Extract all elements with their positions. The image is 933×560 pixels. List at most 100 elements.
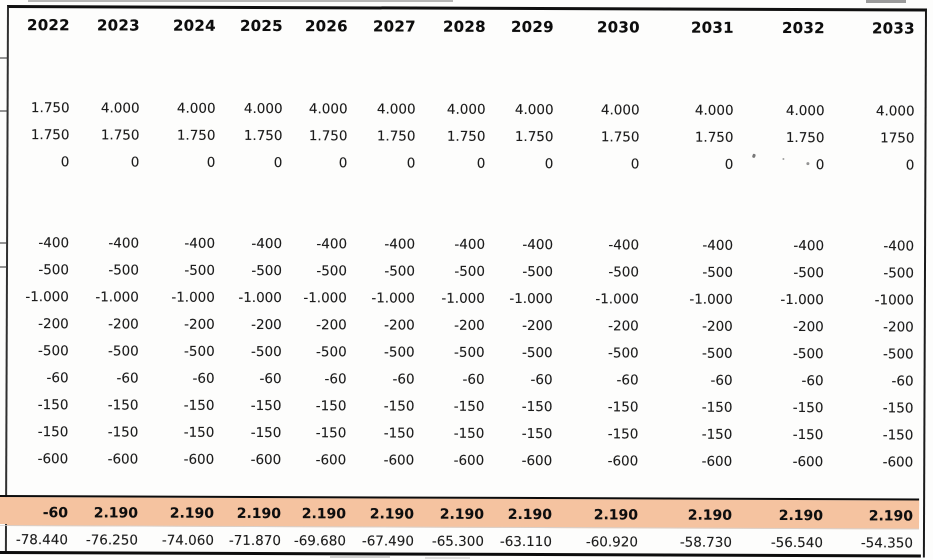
value-cell: -65.300 — [431, 533, 484, 550]
value-cell: -60 — [891, 372, 914, 389]
value-cell: 1.750 — [308, 127, 348, 144]
scan-artifact — [866, 0, 906, 3]
value-cell: -150 — [453, 398, 485, 415]
spacer-cell — [9, 67, 921, 98]
value-cell: -400 — [251, 235, 283, 252]
value-cell: -600 — [453, 452, 485, 469]
value-cell: 4.000 — [376, 100, 416, 118]
value-cell: -150 — [37, 423, 69, 440]
value-cell: -1.000 — [238, 289, 282, 306]
value-cell: -1.000 — [303, 289, 347, 306]
value-cell: -60 — [192, 370, 215, 387]
value-cell: -54.350 — [860, 534, 913, 551]
value-cell: -150 — [792, 426, 824, 443]
value-cell: -500 — [454, 263, 486, 280]
value-cell: -60 — [616, 371, 639, 388]
value-cell: -400 — [316, 235, 348, 252]
value-cell: 0 — [338, 154, 348, 171]
value-cell: -200 — [793, 318, 824, 335]
table-row: -150 -150 -150 -150 -150 -150 -150 -150 -150 -150… — [7, 391, 919, 422]
value-cell: -500 — [251, 262, 283, 279]
value-cell: -1.000 — [171, 289, 215, 306]
value-cell: -60 — [324, 370, 347, 387]
value-cell: -1000 — [874, 291, 914, 308]
value-cell: -500 — [108, 261, 140, 279]
value-cell: 1.750 — [100, 126, 140, 144]
value-cell: 1.750 — [514, 128, 554, 145]
value-cell: 1.750 — [176, 127, 216, 144]
spacer-cell — [8, 175, 920, 206]
value-cell: -71.870 — [228, 532, 281, 549]
value-cell: -500 — [383, 343, 415, 361]
value-cell: -200 — [454, 317, 485, 334]
value-cell: -67.490 — [361, 532, 414, 550]
value-cell: 2.190 — [219, 499, 288, 528]
value-cell: -60.920 — [585, 533, 638, 550]
value-cell: -600 — [521, 452, 553, 469]
table-row: -500 -500 -500 -500 -500 -500 -500 -500 -500 -500… — [8, 337, 920, 368]
value-cell: -60 — [462, 371, 485, 388]
value-cell: -400 — [522, 236, 554, 253]
value-cell: 0 — [905, 156, 915, 173]
table-row: -500 -500 -500 -500 -500 -500 -500 -500 -500 -500… — [8, 256, 920, 287]
value-cell: -600 — [701, 453, 733, 470]
value-cell: -1.000 — [509, 290, 553, 307]
value-cell: -150 — [107, 396, 139, 414]
value-cell: -500 — [251, 343, 282, 360]
value-cell: -400 — [608, 236, 640, 253]
value-cell: -400 — [184, 235, 216, 252]
row-tick — [0, 109, 8, 113]
value-cell: -200 — [883, 318, 914, 335]
value-cell: 2.190 — [351, 500, 421, 528]
value-cell: -74.060 — [161, 532, 214, 549]
financial-projection-table: 2022 2023 2024 2025 2026 2027 2028 2029 2030 2031… — [6, 8, 921, 556]
value-cell: -60 — [46, 369, 69, 386]
value-cell: 4.000 — [308, 100, 348, 117]
value-cell: 2.190 — [489, 500, 559, 529]
value-cell: -600 — [107, 450, 139, 468]
value-cell: 4.000 — [600, 101, 640, 118]
value-cell: 4.000 — [446, 101, 486, 118]
value-cell: -69.680 — [293, 532, 346, 549]
value-cell: 2.190 — [286, 500, 353, 528]
value-cell: -150 — [250, 397, 282, 414]
year-header-cell: 2030 — [596, 18, 640, 37]
scan-artifact — [330, 556, 390, 558]
value-cell: -400 — [793, 237, 825, 254]
year-header-cell: 2031 — [690, 18, 734, 37]
value-cell: -56.540 — [770, 534, 823, 551]
value-cell: 2.190 — [419, 500, 491, 528]
value-cell: -150 — [107, 423, 139, 441]
value-cell: -76.250 — [85, 531, 138, 549]
year-header-row: 2022 2023 2024 2025 2026 2027 2028 2029 2030 2031… — [9, 8, 921, 44]
value-cell: -60 — [392, 370, 415, 388]
year-header-cell: 2033 — [871, 19, 915, 38]
value-cell: -58.730 — [679, 534, 732, 551]
value-cell: -1.000 — [95, 288, 139, 306]
value-cell: 4.000 — [514, 101, 554, 118]
value-cell: -400 — [454, 236, 486, 253]
value-cell: -60 — [710, 372, 733, 389]
value-cell: -150 — [521, 425, 553, 442]
value-cell: -500 — [453, 344, 485, 361]
value-cell: 0 — [724, 156, 734, 173]
value-cell: 0 — [206, 154, 216, 171]
year-header-cell: 2029 — [510, 17, 554, 37]
table-row: -400 -400 -400 -400 -400 -400 -400 -400 -400 -400… — [8, 229, 920, 260]
table-row: -200 -200 -200 -200 -200 -200 -200 -200 -200 -200… — [8, 310, 920, 341]
year-header-cell: 2032 — [781, 18, 825, 38]
value-cell: 4.000 — [875, 102, 915, 119]
value-cell: -60 — [6, 499, 75, 527]
value-cell: -200 — [38, 315, 69, 332]
value-cell: -500 — [38, 261, 70, 278]
spacer-cell — [9, 40, 921, 71]
value-cell: -500 — [315, 343, 347, 360]
value-cell: -600 — [250, 451, 282, 468]
value-cell: -150 — [315, 424, 347, 441]
value-cell: -500 — [883, 264, 915, 281]
value-cell: -1.000 — [780, 291, 824, 308]
value-cell: -500 — [184, 343, 215, 360]
table-row: -60 -60 -60 -60 -60 -60 -60 -60 -60 -60 -60 -60 — [8, 364, 920, 395]
value-cell: 0 — [630, 155, 640, 172]
